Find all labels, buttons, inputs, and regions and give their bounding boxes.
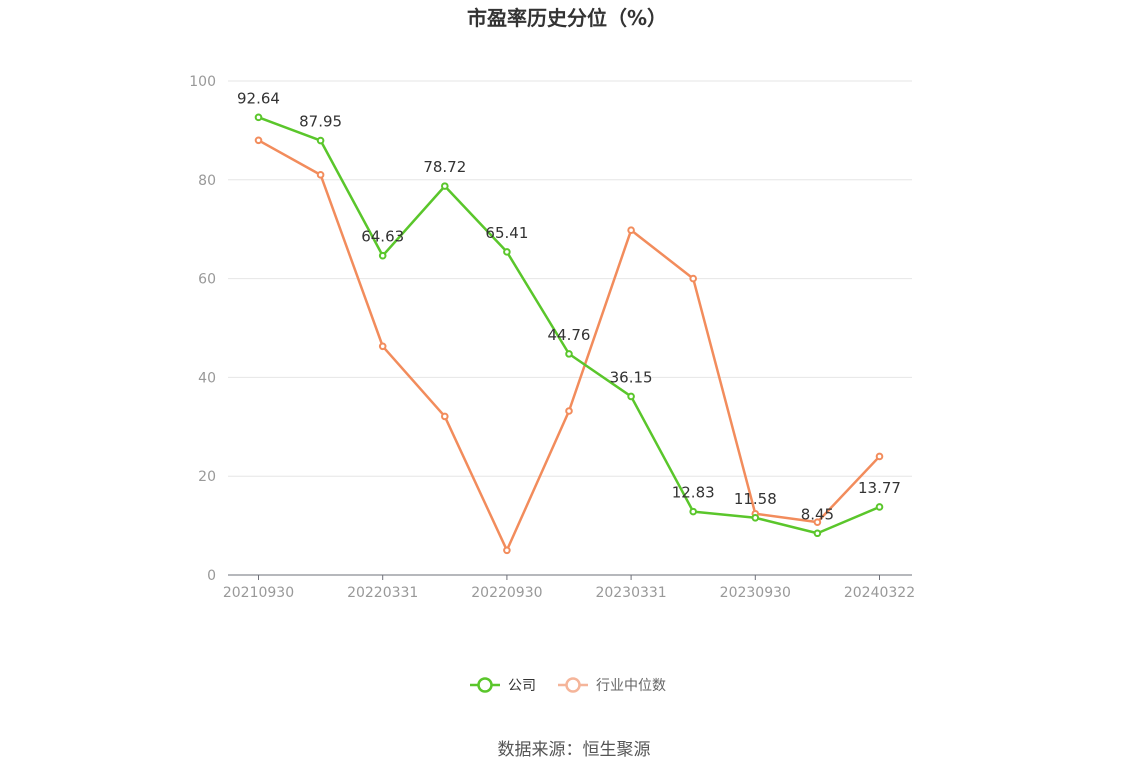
data-point[interactable]: [565, 407, 573, 415]
y-tick-label: 40: [198, 370, 216, 386]
data-label: 11.58: [734, 490, 777, 508]
data-label: 65.41: [485, 224, 528, 242]
x-tick-label: 20220331: [347, 585, 418, 601]
x-tick-label: 20220930: [471, 585, 542, 601]
x-axis: 20210930 20220331 20220930 20230331 20230930…: [223, 574, 915, 601]
legend-label[interactable]: 行业中位数: [596, 678, 666, 694]
grid-lines: [228, 80, 912, 477]
data-point[interactable]: [689, 274, 698, 283]
legend[interactable]: 公司 行业中位数: [470, 677, 666, 694]
data-point[interactable]: [751, 513, 760, 522]
data-point[interactable]: [441, 182, 449, 190]
data-label: 64.63: [361, 228, 404, 246]
y-tick-label: 80: [198, 173, 216, 189]
data-point[interactable]: [565, 350, 573, 358]
legend-label[interactable]: 公司: [508, 678, 536, 694]
series-layer: [254, 113, 884, 555]
data-point[interactable]: [627, 226, 635, 234]
y-tick-label: 100: [189, 74, 216, 90]
legend-swatch-marker[interactable]: [565, 677, 581, 693]
data-label: 92.64: [237, 89, 280, 107]
data-point[interactable]: [875, 503, 884, 511]
data-label: 8.45: [801, 505, 834, 523]
legend-swatch-marker[interactable]: [477, 677, 493, 693]
data-point[interactable]: [254, 136, 263, 145]
y-tick-label: 60: [198, 272, 216, 288]
y-tick-label: 20: [198, 469, 216, 485]
data-point[interactable]: [316, 136, 325, 145]
data-point[interactable]: [441, 412, 449, 421]
data-labels: 92.64 87.95 64.63 78.72 65.41 44.76 36.15 12.83…: [237, 89, 901, 523]
data-label: 78.72: [423, 158, 466, 176]
data-point[interactable]: [813, 529, 822, 538]
series-line: [257, 139, 881, 552]
data-point[interactable]: [503, 248, 511, 256]
data-label: 13.77: [858, 479, 901, 497]
data-point[interactable]: [254, 113, 263, 122]
data-point[interactable]: [503, 546, 511, 555]
data-label: 36.15: [610, 368, 653, 386]
data-point[interactable]: [316, 171, 325, 179]
data-point[interactable]: [627, 392, 635, 401]
data-label: 12.83: [672, 484, 715, 502]
data-point[interactable]: [875, 452, 884, 461]
y-axis: 0 20 40 60 80 100: [189, 74, 216, 584]
x-tick-label: 20210930: [223, 585, 294, 601]
x-tick-label: 20240322: [844, 585, 915, 601]
data-point[interactable]: [378, 251, 387, 260]
x-tick-label: 20230930: [720, 585, 791, 601]
source-note: 数据来源：恒生聚源: [498, 740, 651, 760]
data-point[interactable]: [378, 342, 387, 351]
data-label: 44.76: [548, 326, 591, 344]
data-point[interactable]: [689, 507, 698, 516]
y-tick-label: 0: [207, 568, 216, 584]
data-point[interactable]: [813, 518, 822, 526]
data-label: 87.95: [299, 113, 342, 131]
chart-title: 市盈率历史分位（%）: [467, 6, 667, 30]
x-tick-label: 20230331: [595, 585, 666, 601]
